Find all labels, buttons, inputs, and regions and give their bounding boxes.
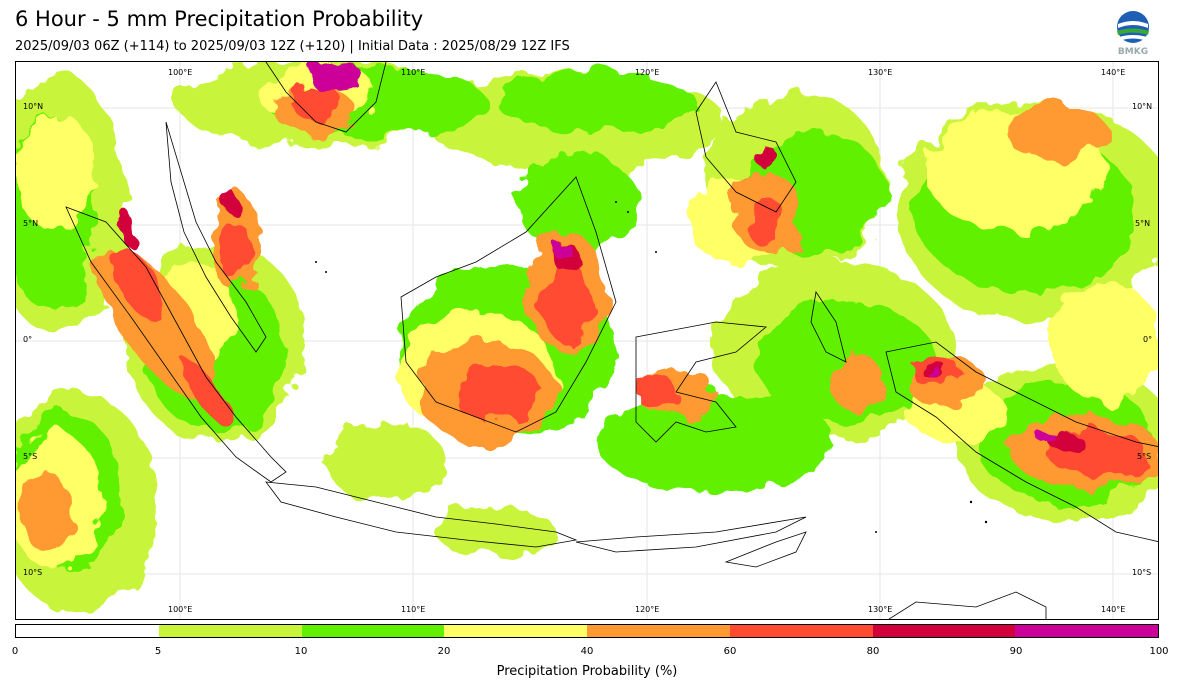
- chart-subtitle: 2025/09/03 06Z (+114) to 2025/09/03 12Z …: [15, 39, 570, 54]
- colorbar-segment: [444, 625, 587, 637]
- lat-tick-left: 10°N: [23, 102, 44, 111]
- lat-tick-right: 10°S: [1132, 568, 1152, 577]
- colorbar-tick: 5: [154, 646, 162, 657]
- lat-tick-right: 5°N: [1135, 219, 1151, 228]
- map-canvas: [16, 62, 1158, 619]
- lon-tick-bottom: 100°E: [168, 605, 193, 614]
- colorbar-tick: 60: [723, 646, 737, 657]
- lat-tick-left: 5°N: [23, 219, 39, 228]
- lon-tick-bottom: 130°E: [868, 605, 893, 614]
- colorbar-segment: [158, 625, 302, 637]
- lon-tick-top: 140°E: [1101, 68, 1126, 77]
- lat-tick-left: 10°S: [23, 568, 43, 577]
- colorbar-segment: [872, 625, 1016, 637]
- lon-tick-bottom: 140°E: [1101, 605, 1126, 614]
- colorbar-tick: 80: [866, 646, 880, 657]
- colorbar-segment: [1015, 625, 1158, 637]
- lat-tick-left: 0°: [23, 335, 33, 344]
- island-specks: [315, 201, 988, 533]
- lat-tick-right: 10°N: [1132, 102, 1153, 111]
- lon-tick-top: 130°E: [868, 68, 893, 77]
- logo-text: BMKG: [1118, 47, 1148, 56]
- colorbar-segment: [729, 625, 873, 637]
- precipitation-map: 100°E 110°E 120°E 130°E 140°E 100°E 110°…: [15, 61, 1159, 620]
- lon-tick-bottom: 110°E: [401, 605, 426, 614]
- probability-field: [16, 62, 1158, 612]
- colorbar-tick: 20: [437, 646, 451, 657]
- colorbar-tick: 40: [580, 646, 594, 657]
- colorbar-segment: [16, 625, 159, 637]
- lat-tick-left: 5°S: [23, 452, 38, 461]
- lon-tick-top: 120°E: [635, 68, 660, 77]
- lon-tick-bottom: 120°E: [635, 605, 660, 614]
- lat-tick-right: 5°S: [1137, 452, 1152, 461]
- lon-tick-top: 100°E: [168, 68, 193, 77]
- colorbar: [15, 624, 1159, 638]
- colorbar-segment: [587, 625, 730, 637]
- colorbar-segment: [301, 625, 445, 637]
- bmkg-logo: BMKG: [1113, 10, 1153, 57]
- colorbar-tick: 0: [11, 646, 19, 657]
- colorbar-tick: 100: [1149, 646, 1169, 657]
- colorbar-label: Precipitation Probability (%): [496, 664, 678, 679]
- lon-tick-top: 110°E: [401, 68, 426, 77]
- colorbar-tick: 90: [1009, 646, 1023, 657]
- chart-title: 6 Hour - 5 mm Precipitation Probability: [15, 7, 424, 31]
- coastlines: [65, 62, 1158, 619]
- lat-tick-right: 0°: [1143, 335, 1153, 344]
- colorbar-tick: 10: [294, 646, 308, 657]
